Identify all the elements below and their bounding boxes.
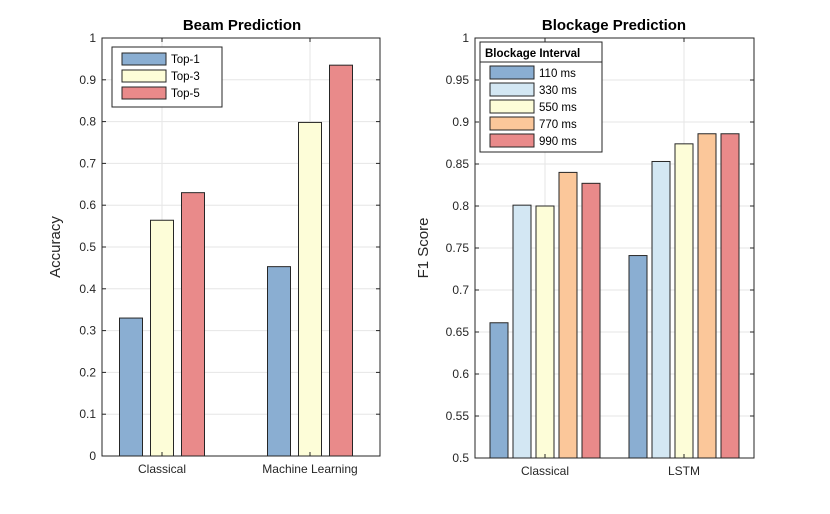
blockage-y-tick-label: 0.95 [446, 73, 470, 87]
beam-legend: Top-1 Top-3 Top-5 [111, 46, 223, 108]
blockage-legend-swatch [489, 133, 535, 148]
blockage-legend-label: 110 ms [539, 68, 576, 80]
blockage-y-tick-label: 0.65 [446, 325, 470, 339]
blockage-y-tick-label: 1 [462, 31, 469, 45]
blockage-y-tick-label: 0.85 [446, 157, 470, 171]
beam-legend-label: Top-5 [171, 88, 200, 100]
beam-legend-label: Top-1 [171, 54, 200, 66]
beam-y-tick-label: 0.1 [79, 407, 96, 421]
blockage-legend-swatch [489, 65, 535, 80]
blockage-bar [674, 143, 694, 459]
blockage-bar [581, 182, 601, 459]
blockage-legend-swatch [489, 116, 535, 131]
blockage-y-tick-label: 0.7 [452, 283, 469, 297]
blockage-bar [697, 133, 717, 459]
beam-chart-title: Beam Prediction [183, 17, 301, 34]
blockage-legend-label: 550 ms [539, 102, 577, 114]
blockage-y-tick-label: 0.5 [452, 451, 469, 465]
blockage-legend-swatch [489, 99, 535, 114]
blockage-bar [720, 133, 740, 459]
beam-bar [119, 317, 143, 457]
beam-bar [181, 192, 205, 457]
beam-y-tick-label: 0.6 [79, 198, 96, 212]
beam-y-tick-label: 0.2 [79, 365, 96, 379]
beam-y-axis-label: Accuracy [47, 216, 64, 278]
beam-y-tick-label: 0.4 [79, 282, 96, 296]
blockage-bar [558, 171, 578, 459]
beam-y-tick-label: 0.5 [79, 240, 96, 254]
beam-y-tick-label: 0.3 [79, 324, 96, 338]
blockage-bar [489, 322, 509, 459]
blockage-y-tick-label: 0.55 [446, 409, 470, 423]
beam-y-tick-label: 0.9 [79, 73, 96, 87]
beam-bar [150, 219, 174, 457]
blockage-legend-label: 990 ms [539, 136, 577, 148]
blockage-x-tick-label: LSTM [668, 464, 700, 478]
beam-prediction-chart: Beam Prediction 0 0.1 0.2 0.3 0.4 0.5 0.6 0.7 0.… [47, 17, 381, 476]
blockage-x-tick-label: Classical [521, 464, 569, 478]
beam-y-tick-label: 1 [89, 31, 96, 45]
blockage-legend: Blockage Interval 110 ms 330 ms 550 ms 770 m… [479, 41, 603, 153]
beam-legend-label: Top-3 [171, 71, 200, 83]
beam-y-tick-label: 0.8 [79, 115, 96, 129]
beam-x-tick-label: Machine Learning [262, 462, 357, 476]
blockage-bar [651, 160, 671, 459]
blockage-bar [628, 255, 648, 459]
beam-legend-swatch [121, 69, 167, 83]
blockage-y-tick-label: 0.75 [446, 241, 470, 255]
beam-bar [329, 64, 353, 457]
blockage-legend-label: 330 ms [539, 85, 577, 97]
blockage-y-tick-label: 0.8 [452, 199, 469, 213]
blockage-y-tick-label: 0.9 [452, 115, 469, 129]
beam-bar [298, 121, 322, 457]
beam-legend-swatch [121, 86, 167, 100]
blockage-prediction-chart: Blockage Prediction 0.5 0.55 0.6 0.65 0.7 0.7… [415, 17, 755, 478]
beam-y-tick-label: 0.7 [79, 156, 96, 170]
beam-legend-swatch [121, 52, 167, 66]
blockage-chart-title: Blockage Prediction [542, 17, 686, 34]
blockage-bar [512, 204, 532, 459]
beam-bar [267, 266, 291, 457]
blockage-legend-swatch [489, 82, 535, 97]
blockage-y-tick-label: 0.6 [452, 367, 469, 381]
blockage-bar [535, 205, 555, 459]
beam-y-tick-label: 0 [89, 449, 96, 463]
blockage-legend-title: Blockage Interval [485, 48, 580, 60]
blockage-y-axis-label: F1 Score [415, 218, 432, 279]
beam-x-tick-label: Classical [138, 462, 186, 476]
blockage-legend-label: 770 ms [539, 119, 577, 131]
